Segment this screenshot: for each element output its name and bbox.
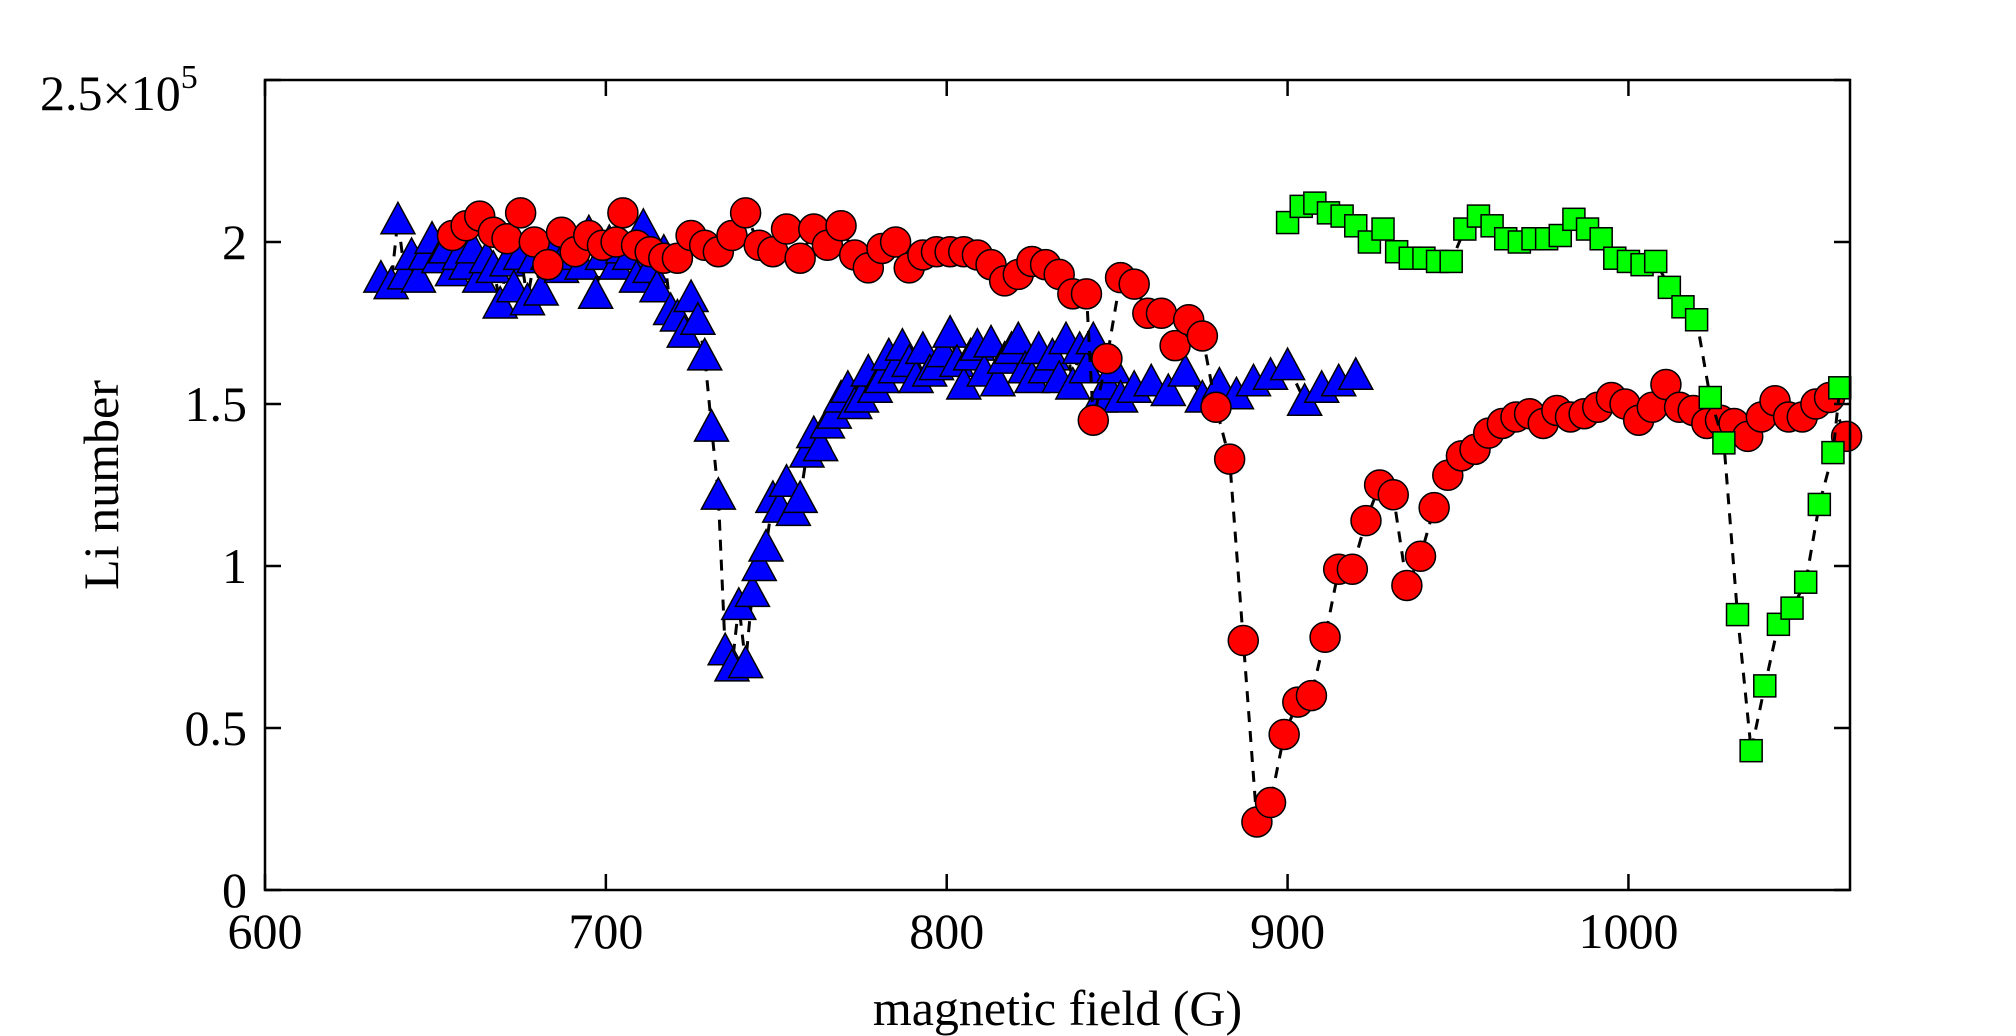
y-tick-label: 0.5	[185, 700, 248, 756]
data-point	[747, 527, 785, 562]
data-point	[1000, 320, 1037, 355]
data-point	[734, 573, 771, 608]
data-point	[879, 226, 912, 258]
data-point	[784, 242, 816, 274]
data-point	[1643, 249, 1668, 274]
plot-frame	[263, 78, 1852, 892]
data-point	[700, 476, 737, 510]
y-exponent-power: 5	[181, 59, 198, 96]
data-point	[1391, 569, 1423, 602]
data-point	[904, 330, 942, 365]
x-axis-label: magnetic field (G)	[873, 980, 1242, 1036]
data-point	[1254, 786, 1287, 819]
data-point	[693, 408, 730, 442]
data-point	[1070, 278, 1103, 310]
data-point	[802, 427, 839, 462]
data-point	[729, 197, 762, 229]
labels-layer: magnetic field (G) Li number 2.5×105	[40, 59, 1242, 1036]
data-point	[727, 644, 764, 679]
x-tick-label: 1000	[1578, 903, 1678, 959]
data-point	[1753, 674, 1777, 698]
data-point	[1739, 738, 1763, 763]
data-point	[679, 301, 717, 335]
data-point	[1167, 353, 1204, 387]
data-point	[1309, 621, 1341, 654]
y-exponent-base: 2.5×10	[40, 65, 181, 121]
data-point	[1295, 679, 1328, 712]
data-point	[400, 259, 437, 293]
data-point	[979, 362, 1017, 397]
data-point	[577, 275, 614, 310]
data-point	[638, 268, 676, 303]
x-tick-label: 700	[568, 903, 643, 959]
y-tick-label: 1	[222, 538, 247, 594]
data-point	[1712, 431, 1736, 455]
data-point	[1213, 443, 1246, 475]
data-point	[770, 213, 803, 245]
data-point	[768, 463, 805, 497]
data-point	[1091, 342, 1123, 375]
data-point	[1657, 275, 1682, 300]
data-point	[1698, 385, 1722, 410]
y-tick-label: 1.5	[185, 376, 248, 432]
data-point	[1350, 504, 1382, 537]
data-point	[504, 197, 537, 229]
x-tick-label: 600	[228, 903, 303, 959]
data-point	[1186, 320, 1219, 352]
data-point	[1725, 602, 1750, 627]
data-point	[1132, 362, 1170, 397]
data-point	[1780, 596, 1804, 620]
data-point	[1793, 570, 1818, 594]
data-point	[1227, 624, 1260, 657]
data-point	[686, 336, 723, 371]
data-point	[1371, 217, 1395, 241]
data-point	[1684, 308, 1709, 332]
data-point	[1589, 227, 1613, 251]
data-point	[379, 200, 417, 235]
data-point	[607, 197, 639, 229]
y-tick-label: 2	[222, 214, 247, 270]
data-point	[1145, 297, 1178, 330]
x-tick-label: 900	[1250, 903, 1325, 959]
data-point	[1377, 478, 1409, 511]
data-point	[1268, 718, 1300, 751]
y-axis-label: Li number	[73, 380, 129, 590]
series-circle	[436, 197, 1863, 838]
data-point	[1336, 553, 1369, 585]
x-tick-label: 800	[909, 903, 984, 959]
data-point	[825, 210, 857, 242]
data-point	[1269, 346, 1306, 381]
series-square	[1275, 191, 1852, 763]
data-point	[781, 479, 819, 514]
data-point	[1118, 268, 1150, 300]
data-point	[1077, 404, 1110, 436]
data-point	[972, 323, 1010, 358]
data-point	[1200, 391, 1232, 423]
data-point	[522, 272, 560, 306]
data-point	[1337, 356, 1375, 391]
data-point	[1439, 249, 1463, 274]
series-layer	[362, 191, 1863, 838]
data-point	[931, 314, 969, 348]
data-point	[532, 248, 564, 281]
y-tick-label: 0	[222, 862, 247, 918]
ticks-layer: 600 700 800 900 1000 0 0.5 1 1.5 2	[185, 78, 1850, 959]
y-axis-exponent: 2.5×105	[40, 59, 198, 121]
series-triangle	[362, 200, 1375, 682]
data-point	[740, 547, 778, 582]
data-point	[672, 278, 710, 313]
data-point	[1807, 492, 1832, 517]
data-point	[1828, 376, 1852, 400]
data-point	[1821, 440, 1845, 465]
data-point	[1150, 372, 1187, 407]
data-point	[1404, 540, 1437, 573]
data-point	[1418, 491, 1450, 524]
